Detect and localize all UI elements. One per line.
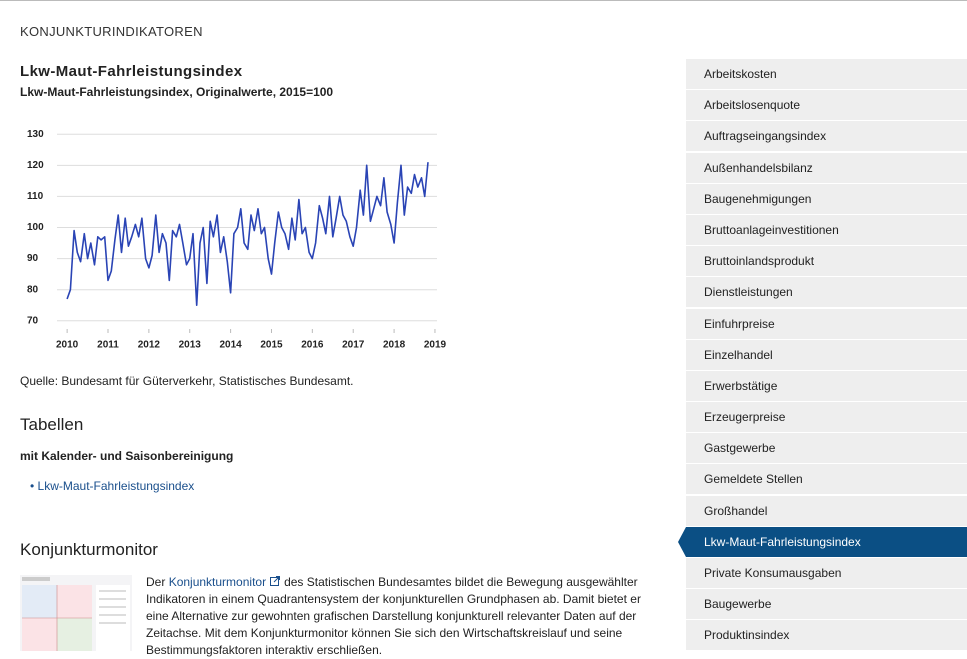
y-tick-label: 120 [27,160,44,171]
nav-item[interactable]: Auftragseingangsindex [686,121,967,152]
monitor-link[interactable]: Konjunkturmonitor [168,575,267,589]
text-line: Zeitachse. Mit dem Konjunkturmonitor kön… [146,625,641,642]
source-note: Quelle: Bundesamt für Güterverkehr, Stat… [20,374,354,388]
y-tick-label: 80 [27,284,39,295]
nav-item[interactable]: Lkw-Maut-Fahrleistungsindex [678,526,967,557]
nav-item[interactable]: Dienstleistungen [686,277,967,308]
text: Der [146,575,166,589]
tables-subheading: mit Kalender- und Saisonbereinigung [20,449,234,463]
x-tick-label: 2012 [138,340,161,351]
x-tick-label: 2014 [219,340,242,351]
text: Zeitachse. Mit dem Konjunkturmonitor kön… [146,626,623,640]
x-tick-label: 2011 [97,340,119,351]
x-tick-label: 2017 [342,340,365,351]
nav-item[interactable]: Bruttoinlandsprodukt [686,246,967,277]
nav-item[interactable]: Erzeugerpreise [686,402,967,433]
text: Bestimmungsfaktoren interaktiv erschließ… [146,643,383,657]
y-tick-label: 90 [27,253,39,264]
external-icon [270,576,281,586]
chart: 70 80 90 100 110 120 130 2010 2011 2012 2013 2014 20… [27,129,447,351]
nav-item[interactable]: Einzelhandel [686,339,967,370]
nav-item[interactable]: Arbeitslosenquote [686,90,967,121]
nav-item[interactable]: Private Konsumausgaben [686,558,967,588]
x-tick-label: 2018 [383,340,406,351]
chart-subtitle: Lkw-Maut-Fahrleistungsindex, Originalwer… [20,85,334,99]
tables-heading: Tabellen [20,415,84,434]
nav-item[interactable]: Produktinsindex [686,620,967,651]
y-tick-label: 110 [27,191,44,202]
top-rule [0,0,967,1]
nav-item[interactable]: Großhandel [686,495,967,526]
nav-item[interactable]: Bruttoanlageinvestitionen [686,214,967,245]
text-line: eine Alternative zur gewohnten grafische… [146,608,641,625]
text: eine Alternative zur gewohnten grafische… [146,609,637,623]
nav-item[interactable]: Baugewerbe [686,589,967,620]
nav-item[interactable]: Baugenehmigungen [686,183,967,214]
y-tick-label: 70 [27,315,39,326]
x-tick-label: 2015 [260,340,283,351]
chart-title: Lkw-Maut-Fahrleistungsindex [20,63,243,80]
y-tick-label: 100 [27,222,44,233]
nav-item[interactable]: Gastgewerbe [686,433,967,464]
table-link[interactable]: Lkw-Maut-Fahrleistungsindex [37,479,195,493]
nav-item[interactable]: Gemeldete Stellen [686,464,967,495]
text-line: Der Konjunkturmonitor des Statistischen B… [146,574,641,591]
sidebar-nav: Arbeitskosten Arbeitslosenquote Auftragsei… [678,59,967,652]
table-link-item: • Lkw-Maut-Fahrleistungsindex [30,479,195,493]
nav-item[interactable]: Einfuhrpreise [686,308,967,339]
monitor-text: Der Konjunkturmonitor des Statistischen B… [146,574,641,659]
monitor-thumbnail[interactable] [20,575,132,651]
monitor-heading: Konjunkturmonitor [20,540,158,559]
nav-item[interactable]: Außenhandelsbilanz [686,152,967,183]
nav-item[interactable]: Erwerbstätige [686,370,967,401]
x-tick-label: 2016 [301,340,324,351]
section-kicker: KONJUNKTURINDIKATOREN [20,24,203,39]
nav-item[interactable]: Arbeitskosten [686,59,967,89]
text-line: Indikatoren in einem Quadrantensystem de… [146,591,641,608]
x-tick-label: 2019 [424,340,447,351]
text: Indikatoren in einem Quadrantensystem de… [146,592,641,606]
x-tick-label: 2010 [56,340,79,351]
data-line [66,162,429,306]
y-tick-label: 130 [27,129,44,140]
text: des Statistischen Bundesamtes bildet die… [284,575,638,589]
x-tick-label: 2013 [179,340,202,351]
